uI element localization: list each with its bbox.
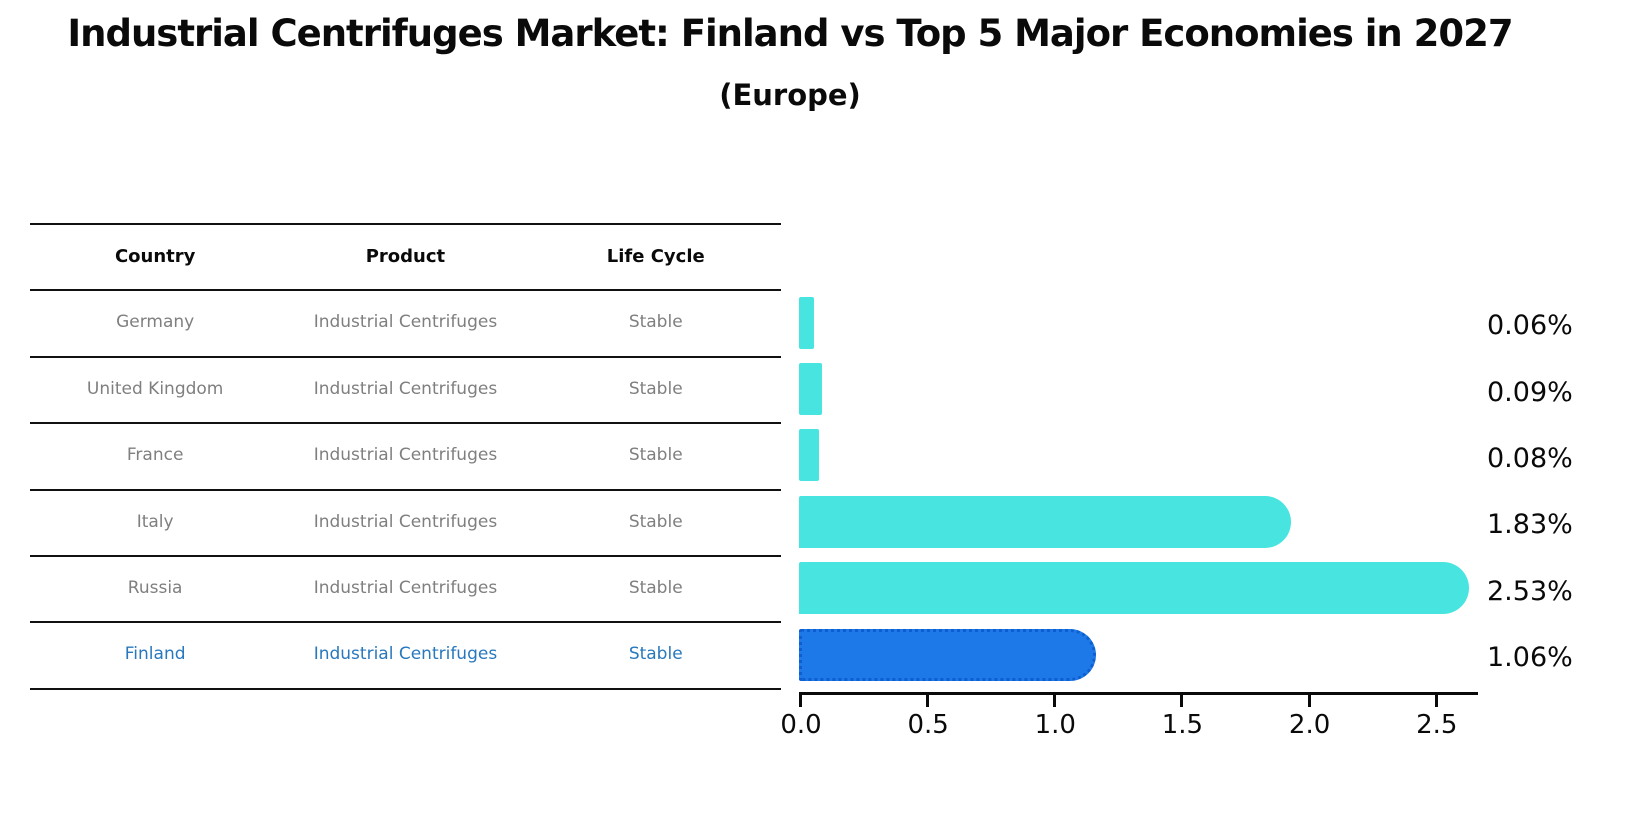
table-cell: Finland [124, 644, 186, 665]
table-rule [30, 223, 781, 225]
bar [799, 495, 1292, 548]
table-row: Russia Industrial Centrifuges Stable [30, 555, 781, 621]
table-row: France Industrial Centrifuges Stable [30, 422, 781, 488]
table-rule [30, 621, 781, 624]
chart-title: Industrial Centrifuges Market: Finland v… [67, 12, 1513, 55]
table-cell: Product [365, 245, 446, 267]
table-cell: Russia [127, 578, 183, 598]
table-cell: Germany [116, 312, 195, 333]
table-cell: Italy [136, 511, 174, 532]
table-row: Finland Industrial Centrifuges Stable [30, 621, 781, 687]
table-rule [30, 422, 781, 425]
x-axis-tick [1307, 695, 1311, 707]
value-label: 1.83% [1487, 509, 1573, 541]
table-cell: Industrial Centrifuges [313, 578, 498, 598]
table-cell: Stable [628, 644, 683, 665]
table-cell: Industrial Centrifuges [313, 312, 498, 333]
table-rule [30, 488, 781, 491]
x-axis-ticklabel: 2.0 [1288, 710, 1331, 740]
bar [799, 429, 820, 482]
table-cell: Country [114, 245, 196, 267]
chart-subtitle: (Europe) [719, 78, 861, 112]
x-axis-ticklabel: 2.5 [1416, 710, 1458, 740]
table-rule [30, 289, 781, 292]
x-axis-ticklabel: 1.0 [1034, 710, 1076, 740]
x-axis-line [799, 692, 1478, 695]
table-header-row: Country Product Life Cycle [30, 223, 781, 289]
x-axis-tick [1053, 695, 1057, 707]
x-axis-tick [926, 695, 930, 707]
table-rule [30, 555, 781, 557]
x-axis-ticklabel: 1.5 [1161, 710, 1204, 740]
table-rule [30, 355, 781, 358]
value-label: 0.09% [1487, 376, 1573, 408]
table-rule [30, 687, 781, 690]
table-cell: Industrial Centrifuges [313, 378, 498, 399]
value-label: 2.53% [1487, 575, 1573, 607]
table-cell: Stable [628, 511, 683, 532]
x-axis-tick [799, 695, 802, 707]
bar [799, 363, 822, 415]
x-axis-tick [1180, 695, 1184, 707]
table-cell: Life Cycle [606, 245, 705, 267]
bar [799, 296, 815, 349]
table-row: Germany Industrial Centrifuges Stable [30, 289, 781, 355]
value-label: 0.06% [1487, 310, 1573, 342]
table-cell: Industrial Centrifuges [313, 644, 498, 665]
bar [799, 562, 1470, 615]
table-cell: Stable [628, 445, 683, 466]
table-cell: Stable [628, 378, 683, 399]
x-axis-tick [1434, 695, 1438, 707]
value-label: 0.08% [1487, 442, 1573, 474]
value-label: 1.06% [1487, 642, 1573, 674]
x-axis-ticklabel: 0.0 [780, 710, 822, 740]
table-cell: United Kingdom [86, 378, 224, 399]
x-axis-ticklabel: 0.5 [907, 710, 949, 740]
table-row: United Kingdom Industrial Centrifuges Stab… [30, 356, 781, 422]
table-cell: Industrial Centrifuges [313, 445, 498, 466]
bar-highlight [799, 628, 1096, 681]
table-cell: Stable [628, 578, 683, 598]
table-cell: Stable [628, 312, 683, 333]
table-cell: France [126, 445, 184, 466]
table-row: Italy Industrial Centrifuges Stable [30, 489, 781, 555]
table-cell: Industrial Centrifuges [313, 511, 498, 532]
